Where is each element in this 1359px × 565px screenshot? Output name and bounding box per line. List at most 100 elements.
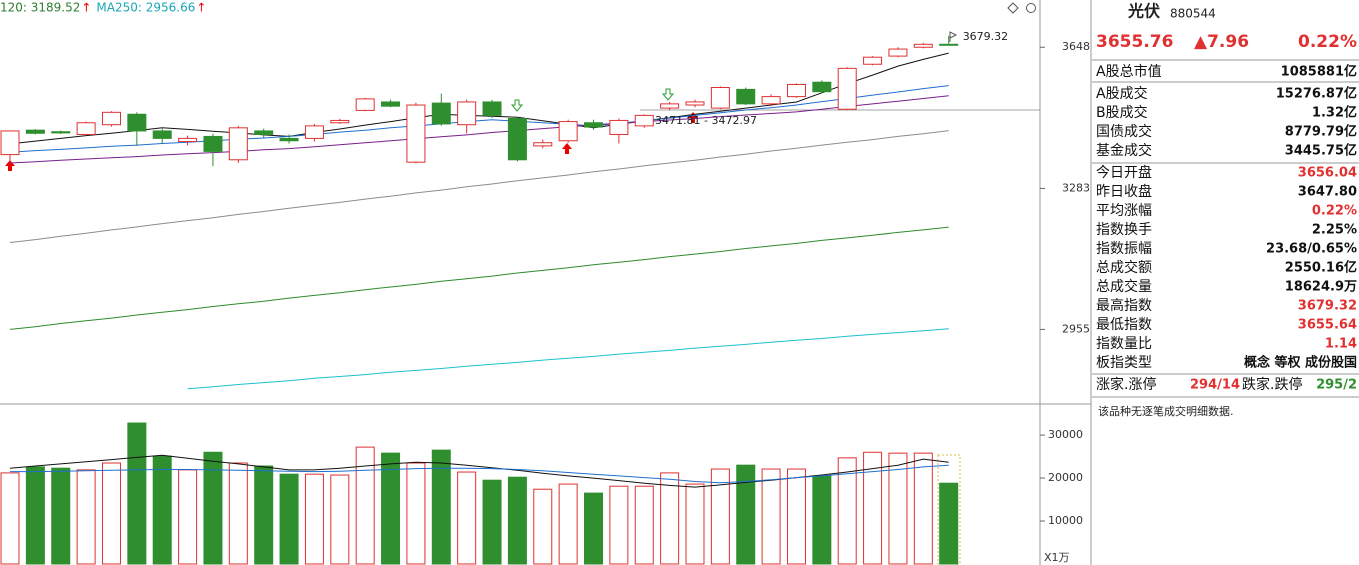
row-label: 总成交量 (1096, 278, 1152, 295)
diamond-icon[interactable] (1007, 2, 1019, 14)
candle-body (0, 130, 20, 156)
row-value: 8779.79亿 (1285, 124, 1357, 140)
volume-bar (507, 476, 527, 565)
ma-label: 120: 3189.52 (0, 1, 80, 15)
row-value: 0.22% (1312, 204, 1357, 219)
candle-body (254, 130, 274, 135)
ma-arrow: ↑ (196, 1, 206, 15)
candle-body (533, 142, 553, 147)
row-label: 昨日收盘 (1096, 183, 1152, 200)
candle-body (660, 103, 680, 109)
volume-bar (254, 465, 274, 565)
volume-bar (761, 468, 781, 565)
volume-bar (584, 492, 604, 565)
candle-body (584, 122, 604, 128)
candle-body (355, 98, 375, 111)
candle-body (406, 104, 426, 163)
y-tick-label: 20000 (1048, 471, 1083, 484)
candle-body (939, 43, 959, 46)
row-label: 国债成交 (1096, 123, 1152, 140)
row-label: 最低指数 (1096, 317, 1152, 333)
y-tick-label: 3283 (1062, 181, 1090, 194)
volume-bar (51, 467, 71, 565)
volume-bar (76, 469, 96, 565)
stock-name: 光伏 (1127, 2, 1160, 21)
candle-body (330, 119, 350, 124)
candle-body (51, 131, 71, 134)
candle-body (710, 86, 730, 109)
volume-bar (837, 457, 857, 565)
volume-bar (482, 479, 502, 565)
breadth-value: 294/14 (1190, 378, 1240, 393)
row-value: 3655.64 (1298, 318, 1357, 333)
volume-bar (736, 464, 756, 565)
sell-arrow (510, 99, 524, 112)
circle-icon[interactable] (1026, 3, 1036, 13)
y-tick-label: 30000 (1048, 428, 1083, 441)
row-value: 概念 等权 成份股国 (1244, 355, 1357, 371)
row-value: 3647.80 (1298, 185, 1357, 200)
volume-bar (786, 468, 806, 565)
row-label: A股成交 (1096, 85, 1148, 102)
volume-bar (25, 466, 45, 565)
range-annotation: 3471.81 - 3472.97 (655, 114, 757, 127)
row-label: B股成交 (1096, 104, 1148, 121)
candle-body (127, 113, 147, 132)
volume-bar (381, 452, 401, 565)
ma-line (9, 85, 949, 153)
row-value: 1085881亿 (1281, 64, 1357, 80)
flag-icon (949, 31, 958, 42)
buy-arrow (562, 143, 572, 154)
row-label: 基金成交 (1096, 142, 1152, 159)
high-annotation: 3679.32 (963, 30, 1009, 43)
volume-bar (228, 462, 248, 565)
volume-bar (634, 485, 654, 565)
row-value: 1.14 (1325, 337, 1357, 352)
buy-arrow (5, 160, 15, 171)
candle-body (761, 96, 781, 105)
ma-line (9, 52, 949, 145)
candle-body (913, 43, 933, 48)
row-value: 15276.87亿 (1276, 86, 1357, 102)
candle-body (507, 117, 527, 161)
last-price: 3655.76 (1096, 32, 1173, 52)
volume-bar (913, 452, 933, 565)
row-value: 3656.04 (1298, 166, 1357, 181)
ma-label: MA250: 2956.66 (96, 1, 195, 15)
signal-arrows (5, 31, 958, 171)
row-label: 今日开盘 (1096, 164, 1152, 181)
volume-bar (609, 485, 629, 565)
candle-body (634, 114, 654, 127)
row-label: 指数量比 (1096, 336, 1152, 352)
ma-line (9, 95, 949, 164)
row-value: 3679.32 (1298, 299, 1357, 314)
ma-line (9, 130, 949, 243)
volume-bar (178, 469, 198, 565)
y-tick-label: 10000 (1048, 514, 1083, 527)
volume-bar (330, 474, 350, 565)
row-value: 2550.16亿 (1285, 260, 1357, 276)
volume-bar (203, 451, 223, 565)
ma-header: 120: 3189.52 ↑ MA250: 2956.66 ↑ (0, 1, 206, 15)
candle-body (152, 130, 172, 139)
candle-body (203, 135, 223, 152)
volume-bar (888, 452, 908, 565)
ma-arrow: ↑ (81, 1, 91, 15)
candle-body (888, 48, 908, 57)
candle-body (558, 121, 578, 142)
volume-bar (0, 472, 20, 565)
candle-body (304, 125, 324, 139)
pct-change: 0.22% (1298, 32, 1357, 52)
candle-body (76, 122, 96, 135)
y-tick-label: 3648 (1062, 40, 1090, 53)
breadth-label: 跌家.跌停 (1242, 376, 1302, 393)
volume-bar (127, 422, 147, 565)
candle-body (101, 111, 121, 126)
candle-body (812, 81, 832, 93)
price-pane: 3648 3283 2955 3679.32 3471.81 - 3472.97 (0, 30, 1090, 390)
volume-bar (558, 483, 578, 565)
volume-bar (685, 483, 705, 565)
row-value: 1.32亿 (1312, 105, 1357, 121)
candle-body (178, 137, 198, 143)
